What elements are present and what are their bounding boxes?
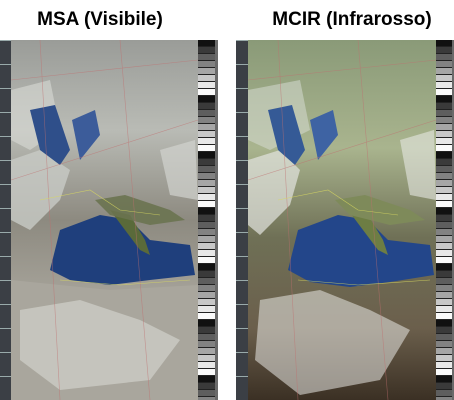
panel-title: MCIR (Infrarosso) <box>272 9 431 30</box>
panel-title: MSA (Visibile) <box>37 9 163 30</box>
visible-image <box>0 39 218 400</box>
infrared-image <box>236 39 454 400</box>
